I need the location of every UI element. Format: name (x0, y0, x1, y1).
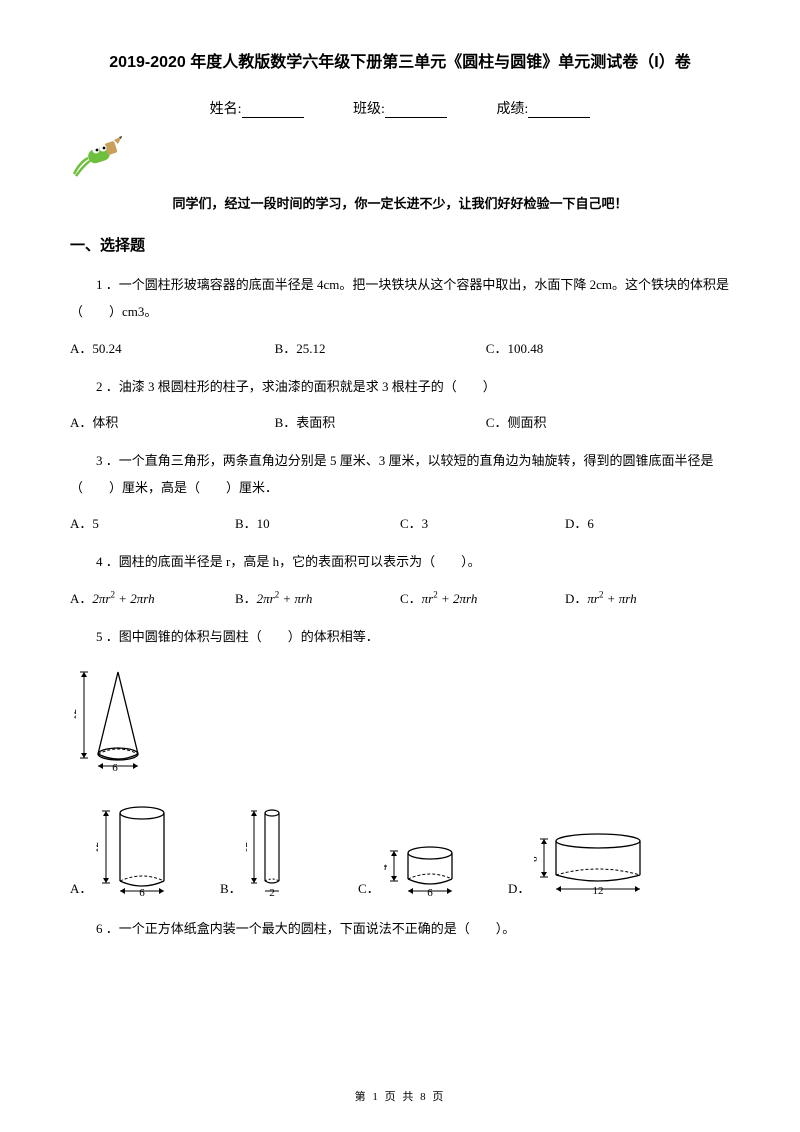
q5-opt-d: D． 6 12 (508, 827, 654, 897)
name-blank (242, 104, 304, 118)
q1-opt-c: C．100.48 (486, 338, 704, 357)
svg-text:12: 12 (246, 842, 250, 853)
q3-opt-b: B．10 (235, 513, 400, 532)
q4-opt-a: A．2πr2 + 2πrh (70, 588, 235, 607)
svg-text:12: 12 (74, 709, 79, 720)
class-label: 班级: (353, 102, 385, 117)
q1-text: 1 ．一个圆柱形玻璃容器的底面半径是 4cm。把一块铁块从这个容器中取出，水面下… (70, 271, 730, 326)
q4-b-label: B． (235, 591, 257, 606)
q5-b-label: B． (220, 878, 242, 897)
q3-opt-c: C．3 (400, 513, 565, 532)
page-title: 2019-2020 年度人教版数学六年级下册第三单元《圆柱与圆锥》单元测试卷（I… (70, 48, 730, 72)
q1-opt-b: B．25.12 (275, 338, 486, 357)
q2-opt-a: A．体积 (70, 412, 275, 431)
svg-text:6: 6 (140, 887, 146, 897)
svg-text:6: 6 (427, 887, 433, 897)
q4-opt-d: D．πr2 + πrh (565, 588, 730, 607)
q5-d-label: D． (508, 878, 530, 897)
name-label: 姓名: (210, 102, 242, 117)
svg-text:12: 12 (593, 885, 604, 897)
score-label: 成绩: (496, 102, 528, 117)
svg-text:6: 6 (534, 856, 540, 862)
q3-opt-a: A．5 (70, 513, 235, 532)
q5-shape-options: A． 12 6 B． 12 (70, 801, 730, 897)
intro-text: 同学们，经过一段时间的学习，你一定长进不少，让我们好好检验一下自己吧！ (70, 193, 730, 212)
q6-text: 6 ．一个正方体纸盒内装一个最大的圆柱，下面说法不正确的是（ ）。 (70, 915, 730, 942)
score-blank (528, 104, 590, 118)
q2-opt-b: B．表面积 (275, 412, 486, 431)
q5-a-label: A． (70, 878, 92, 897)
q3-text: 3 ．一个直角三角形，两条直角边分别是 5 厘米、3 厘米，以较短的直角边为轴旋… (70, 447, 730, 502)
q4-options: A．2πr2 + 2πrh B．2πr2 + πrh C．πr2 + 2πrh … (70, 588, 730, 607)
class-blank (385, 104, 447, 118)
svg-text:6: 6 (112, 762, 118, 772)
svg-text:2: 2 (269, 887, 275, 897)
q3-options: A．5 B．10 C．3 D．6 (70, 513, 730, 532)
svg-text:4: 4 (384, 864, 390, 870)
q2-options: A．体积 B．表面积 C．侧面积 (70, 412, 730, 431)
q5-cone-figure: 12 6 (74, 662, 730, 777)
q4-d-label: D． (565, 591, 587, 606)
q1-options: A．50.24 B．25.12 C．100.48 (70, 338, 730, 357)
q5-opt-c: C． 4 6 (358, 837, 508, 897)
q2-opt-c: C．侧面积 (486, 412, 704, 431)
q1-opt-a: A．50.24 (70, 338, 275, 357)
page-footer: 第 1 页 共 8 页 (0, 1088, 800, 1104)
svg-text:12: 12 (96, 842, 101, 853)
q4-c-label: C． (400, 591, 422, 606)
q2-text: 2 ．油漆 3 根圆柱形的柱子，求油漆的面积就是求 3 根柱子的（ ） (70, 373, 730, 400)
q5-c-label: C． (358, 878, 380, 897)
form-line: 姓名: 班级: 成绩: (70, 98, 730, 118)
q4-opt-b: B．2πr2 + πrh (235, 588, 400, 607)
q4-opt-c: C．πr2 + 2πrh (400, 588, 565, 607)
q5-text: 5 ．图中圆锥的体积与圆柱（ ）的体积相等． (70, 623, 730, 650)
section-heading: 一、选择题 (70, 234, 730, 255)
q5-opt-b: B． 12 2 (220, 801, 358, 897)
q4-a-label: A． (70, 591, 92, 606)
q4-text: 4 ．圆柱的底面半径是 r，高是 h，它的表面积可以表示为（ ）。 (70, 548, 730, 575)
mascot-icon (70, 132, 730, 183)
q5-opt-a: A． 12 6 (70, 801, 220, 897)
q3-opt-d: D．6 (565, 513, 730, 532)
